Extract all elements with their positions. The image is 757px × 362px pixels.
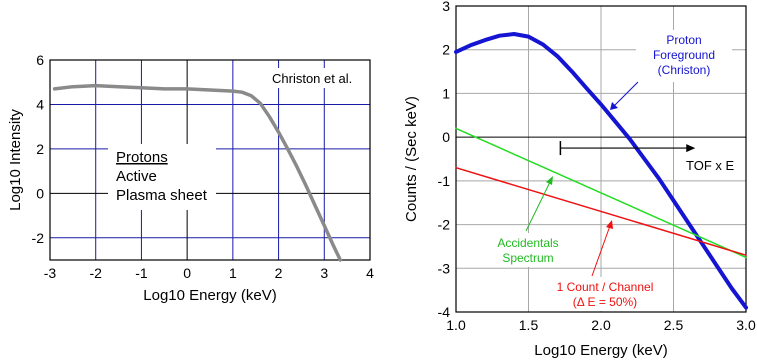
proton-label-line-1: Proton <box>666 33 701 47</box>
x-tick-label: 1.0 <box>446 317 466 333</box>
x-tick-label: -1 <box>135 265 148 281</box>
one-count-pointer-arrow <box>591 222 612 277</box>
x-tick-label: 2.5 <box>664 317 684 333</box>
one-count-pointer-arrowhead <box>606 220 613 229</box>
one-count-line <box>455 166 747 256</box>
left-plot-frame <box>49 59 371 261</box>
x-tick-label: -2 <box>89 265 102 281</box>
x-tick-label: 3.0 <box>736 317 756 333</box>
y-tick-label: -1 <box>438 173 451 189</box>
proton-label-background <box>636 30 732 82</box>
y-tick-label: -3 <box>438 260 451 276</box>
left-y-tick-labels: 6 4 2 0 -2 <box>32 52 45 246</box>
one-count-label-background <box>548 277 662 311</box>
accidentals-pointer-arrow <box>525 177 553 232</box>
x-tick-label: 2 <box>275 265 283 281</box>
right-chart: 1.0 1.5 2.0 2.5 3.0 3 2 1 0 -1 -2 -3 -4 Log10 Energ… <box>403 0 756 359</box>
y-tick-label: -2 <box>32 230 45 246</box>
left-chart: -3 -2 -1 0 1 2 3 4 6 4 2 0 -2 Log10 Energy (keV) Lo… <box>7 52 374 304</box>
y-tick-label: -2 <box>438 217 451 233</box>
y-tick-label: 0 <box>36 185 44 201</box>
left-legend-line-1: Active <box>116 168 157 185</box>
right-series <box>454 32 748 310</box>
proton-label-line-2: Foreground <box>653 48 715 62</box>
right-gridlines <box>456 6 746 312</box>
accidentals-line <box>455 127 747 259</box>
tof-energy-range <box>559 141 696 156</box>
x-tick-label: 4 <box>366 265 374 281</box>
x-tick-label: 0 <box>183 265 191 281</box>
y-tick-label: -4 <box>438 304 451 320</box>
y-tick-label: 0 <box>442 129 450 145</box>
left-legend-title: Protons <box>116 149 168 166</box>
right-y-tick-labels: 3 2 1 0 -1 -2 -3 -4 <box>438 0 451 320</box>
one-count-label-line-2: (Δ E = 50%) <box>573 295 637 309</box>
tof-label: TOF x E <box>686 158 734 173</box>
accidentals-label-background <box>490 233 566 267</box>
proton-pointer-arrowhead <box>610 102 618 110</box>
proton-pointer-arrow <box>610 81 639 110</box>
y-tick-label: 1 <box>442 85 450 101</box>
left-legend-line-2: Plasma sheet <box>116 187 208 204</box>
left-legend-background <box>108 144 216 210</box>
x-tick-label: 2.0 <box>591 317 611 333</box>
y-tick-label: 2 <box>442 42 450 58</box>
right-x-tick-labels: 1.0 1.5 2.0 2.5 3.0 <box>446 317 756 333</box>
y-tick-label: 6 <box>36 52 44 68</box>
left-y-axis-label: Log10 Intensity <box>7 109 24 211</box>
left-x-axis-label: Log10 Energy (keV) <box>143 287 276 304</box>
x-tick-label: 1.5 <box>519 317 539 333</box>
left-series <box>52 83 343 262</box>
right-plot-frame <box>455 5 747 313</box>
right-x-axis-label: Log10 Energy (keV) <box>534 342 667 359</box>
y-tick-label: 3 <box>442 0 450 14</box>
left-x-tick-labels: -3 -2 -1 0 1 2 3 4 <box>44 265 374 281</box>
tof-label-background <box>684 155 740 175</box>
y-tick-label: 2 <box>36 141 44 157</box>
accidentals-pointer-arrowhead <box>546 176 553 185</box>
intensity-spectrum-line <box>52 83 343 262</box>
right-y-axis-label: Counts / (Sec keV) <box>403 96 420 222</box>
proton-foreground-line <box>454 32 748 310</box>
x-tick-label: 1 <box>229 265 237 281</box>
accidentals-label-line-1: Accidentals <box>497 236 558 250</box>
x-tick-label: -3 <box>44 265 57 281</box>
left-citation: Christon et al. <box>272 71 352 86</box>
x-tick-label: 3 <box>320 265 328 281</box>
accidentals-label-line-2: Spectrum <box>502 251 553 265</box>
tof-range-arrowhead <box>686 144 696 153</box>
proton-label-line-3: (Christon) <box>658 63 711 77</box>
left-citation-background <box>264 68 368 88</box>
one-count-label-line-1: 1 Count / Channel <box>557 280 654 294</box>
y-tick-label: 4 <box>36 96 44 112</box>
